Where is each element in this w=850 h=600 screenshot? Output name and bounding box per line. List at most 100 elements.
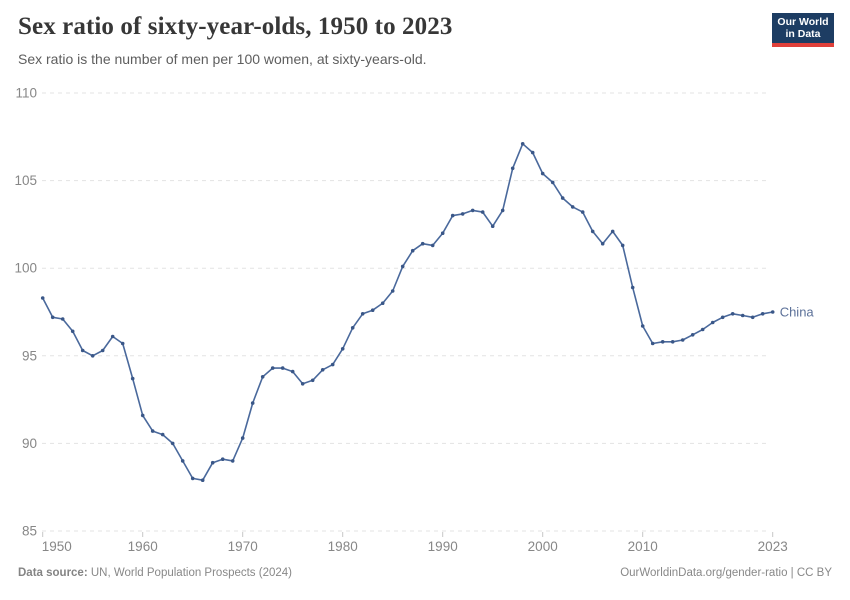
data-point[interactable] bbox=[380, 301, 385, 306]
owid-logo-line2: in Data bbox=[785, 27, 821, 40]
data-point[interactable] bbox=[720, 315, 725, 320]
data-point[interactable] bbox=[450, 213, 455, 218]
series-line-china[interactable] bbox=[41, 143, 774, 481]
data-point[interactable] bbox=[230, 459, 235, 463]
data-point[interactable] bbox=[50, 315, 55, 320]
chart-subtitle: Sex ratio is the number of men per 100 w… bbox=[18, 51, 427, 67]
x-axis-label: 2000 bbox=[528, 539, 558, 554]
y-axis-label: 105 bbox=[14, 173, 37, 188]
owid-logo[interactable]: Our World in Data bbox=[772, 13, 834, 47]
data-point[interactable] bbox=[270, 366, 275, 370]
data-point[interactable] bbox=[260, 375, 265, 379]
chart-footer: Data source: UN, World Population Prospe… bbox=[18, 567, 832, 579]
data-point[interactable] bbox=[600, 241, 605, 246]
data-point[interactable] bbox=[390, 289, 395, 293]
data-point[interactable] bbox=[560, 196, 565, 200]
data-point[interactable] bbox=[480, 210, 485, 214]
data-point[interactable] bbox=[70, 329, 75, 334]
data-point[interactable] bbox=[540, 171, 545, 176]
x-axis-label: 1960 bbox=[128, 539, 158, 554]
owid-logo-line1: Our World bbox=[777, 16, 829, 28]
data-point[interactable] bbox=[370, 308, 375, 313]
data-point[interactable] bbox=[490, 224, 495, 228]
data-point[interactable] bbox=[290, 369, 295, 374]
data-point[interactable] bbox=[330, 362, 335, 367]
data-point[interactable] bbox=[110, 334, 115, 339]
page-title: Sex ratio of sixty-year-olds, 1950 to 20… bbox=[18, 13, 453, 40]
data-point[interactable] bbox=[120, 341, 125, 346]
series-label-china[interactable]: China bbox=[780, 305, 815, 320]
data-source-label: Data source: bbox=[18, 567, 88, 579]
data-point[interactable] bbox=[440, 231, 445, 235]
x-axis-label: 2010 bbox=[628, 539, 658, 554]
data-point[interactable] bbox=[130, 376, 135, 381]
x-axis-label: 1990 bbox=[428, 539, 458, 554]
data-point[interactable] bbox=[650, 341, 655, 346]
data-point[interactable] bbox=[670, 340, 675, 344]
data-point[interactable] bbox=[550, 180, 555, 185]
data-point[interactable] bbox=[750, 315, 755, 320]
data-point[interactable] bbox=[320, 368, 325, 372]
data-point[interactable] bbox=[690, 333, 695, 337]
data-point[interactable] bbox=[570, 205, 575, 209]
data-point[interactable] bbox=[240, 436, 245, 440]
data-point[interactable] bbox=[220, 457, 225, 462]
data-point[interactable] bbox=[510, 166, 515, 171]
data-point[interactable] bbox=[640, 324, 645, 328]
data-point[interactable] bbox=[160, 432, 165, 437]
data-point[interactable] bbox=[180, 459, 185, 463]
data-point[interactable] bbox=[660, 340, 665, 344]
x-axis-label: 2023 bbox=[758, 539, 788, 554]
data-point[interactable] bbox=[280, 366, 285, 370]
data-point[interactable] bbox=[680, 338, 685, 342]
data-point[interactable] bbox=[210, 460, 215, 465]
data-point[interactable] bbox=[700, 327, 705, 332]
data-point[interactable] bbox=[360, 312, 365, 316]
data-point[interactable] bbox=[40, 296, 45, 300]
data-point[interactable] bbox=[190, 476, 195, 481]
data-source-text: UN, World Population Prospects (2024) bbox=[87, 567, 292, 579]
x-axis-label: 1980 bbox=[328, 539, 358, 554]
data-point[interactable] bbox=[400, 264, 405, 269]
data-point[interactable] bbox=[200, 478, 205, 483]
data-point[interactable] bbox=[500, 208, 505, 213]
data-point[interactable] bbox=[430, 243, 435, 248]
y-axis-label: 85 bbox=[22, 524, 37, 539]
data-point[interactable] bbox=[590, 229, 595, 234]
data-point[interactable] bbox=[310, 378, 315, 383]
y-axis-label: 90 bbox=[22, 436, 37, 451]
data-point[interactable] bbox=[350, 326, 355, 330]
data-point[interactable] bbox=[770, 310, 775, 314]
data-point[interactable] bbox=[80, 348, 85, 353]
data-point[interactable] bbox=[730, 312, 735, 316]
data-point[interactable] bbox=[630, 285, 635, 290]
data-point[interactable] bbox=[90, 354, 95, 358]
data-point[interactable] bbox=[710, 320, 715, 325]
data-point[interactable] bbox=[100, 348, 105, 353]
credit-link[interactable]: OurWorldinData.org/gender-ratio | CC BY bbox=[620, 567, 832, 579]
data-point[interactable] bbox=[300, 382, 305, 386]
data-point[interactable] bbox=[60, 317, 65, 321]
data-point[interactable] bbox=[170, 441, 175, 446]
data-point[interactable] bbox=[460, 212, 465, 216]
data-point[interactable] bbox=[470, 208, 475, 213]
data-point[interactable] bbox=[610, 229, 615, 234]
data-point[interactable] bbox=[140, 413, 145, 418]
data-source-note: Data source: UN, World Population Prospe… bbox=[18, 567, 292, 579]
data-point[interactable] bbox=[740, 313, 745, 318]
y-axis-label: 100 bbox=[14, 261, 37, 276]
data-point[interactable] bbox=[150, 429, 155, 433]
data-point[interactable] bbox=[530, 150, 535, 155]
data-point[interactable] bbox=[760, 312, 765, 316]
data-point[interactable] bbox=[580, 210, 585, 214]
y-axis-label: 95 bbox=[22, 348, 37, 363]
data-point[interactable] bbox=[620, 243, 625, 248]
data-point[interactable] bbox=[250, 401, 255, 405]
data-point[interactable] bbox=[420, 241, 425, 246]
data-point[interactable] bbox=[410, 248, 415, 253]
y-axis-label: 110 bbox=[15, 86, 37, 101]
data-point[interactable] bbox=[520, 142, 525, 146]
x-axis-label: 1950 bbox=[42, 539, 72, 554]
data-point[interactable] bbox=[340, 347, 345, 351]
